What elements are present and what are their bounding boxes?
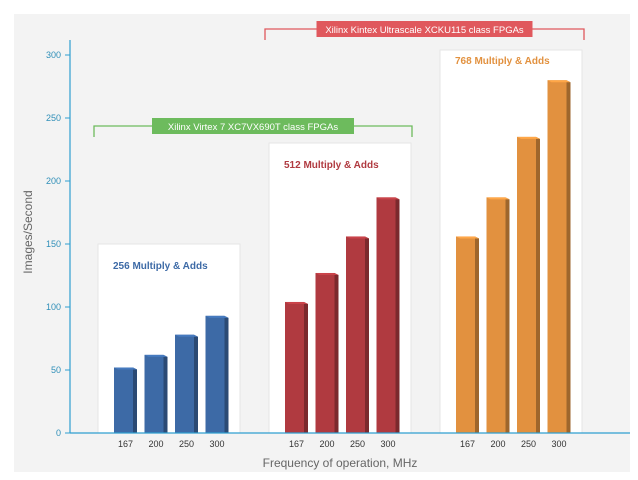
bar-side	[475, 236, 479, 433]
x-tick-label: 200	[148, 439, 163, 449]
bar-side	[334, 272, 339, 433]
bracket-label-box	[316, 21, 533, 37]
bracket-label: Xilinx Kintex Ultrascale XCKU115 class F…	[325, 25, 524, 36]
bar-top	[144, 354, 168, 357]
bar	[456, 236, 475, 433]
y-tick-label: 150	[46, 239, 61, 249]
brackets: Xilinx Virtex 7 XC7VX690T class FPGAs Xil…	[93, 21, 585, 137]
x-tick-label: 300	[551, 439, 566, 449]
bracket-label: Xilinx Virtex 7 XC7VX690T class FPGAs	[168, 122, 338, 133]
group-label: 256 Multiply & Adds	[113, 261, 208, 272]
bar-top	[517, 136, 540, 139]
y-axis-title: Images/Second	[21, 190, 35, 273]
bar-top	[285, 301, 308, 304]
group-label: 512 Multiply & Adds	[284, 160, 379, 171]
x-tick-label: 167	[118, 439, 133, 449]
x-tick-label: 200	[490, 439, 505, 449]
x-axis-title: Frequency of operation, MHz	[263, 456, 418, 470]
y-tick-label: 300	[46, 50, 61, 60]
y-tick-label: 0	[56, 428, 61, 438]
group-label: 768 Multiply & Adds	[455, 56, 550, 67]
bar-side	[566, 80, 571, 433]
bar	[144, 354, 164, 433]
bar-top	[205, 315, 229, 318]
bar	[315, 272, 335, 433]
bar-top	[547, 80, 571, 83]
bar	[175, 334, 194, 433]
y-tick-label: 200	[46, 176, 61, 186]
x-tick-label: 250	[179, 439, 194, 449]
bar	[517, 136, 536, 433]
axes: 0 50 100 150 200 250 300 167 200 250 300 167 200 250 3…	[46, 40, 630, 449]
bar	[346, 236, 365, 433]
bar-side	[194, 334, 198, 433]
bar-side	[365, 236, 369, 433]
bar-side	[304, 301, 308, 433]
x-tick-label: 300	[380, 439, 395, 449]
x-tick-label: 250	[521, 439, 536, 449]
bar-side	[505, 197, 510, 433]
x-tick-label: 167	[289, 439, 304, 449]
bar-side	[536, 136, 540, 433]
bar-top	[346, 236, 369, 239]
bar-top	[315, 272, 339, 275]
y-tick-label: 50	[51, 365, 61, 375]
x-tick-label: 300	[209, 439, 224, 449]
bar-top	[175, 334, 198, 337]
bar-top	[114, 367, 137, 370]
bar	[285, 301, 304, 433]
bar	[376, 197, 396, 433]
bar	[486, 197, 506, 433]
bar-side	[163, 354, 168, 433]
x-tick-label: 167	[460, 439, 475, 449]
bars	[114, 80, 571, 433]
bar	[547, 80, 567, 433]
bar	[114, 367, 133, 433]
y-tick-label: 250	[46, 113, 61, 123]
x-tick-label: 250	[350, 439, 365, 449]
bracket-label-box	[152, 118, 354, 134]
bar-top	[486, 197, 510, 200]
bar-top	[456, 236, 479, 239]
bar-top	[376, 197, 400, 200]
bar-side	[224, 315, 229, 433]
bar	[205, 315, 225, 433]
bar-side	[395, 197, 400, 433]
bar-side	[133, 367, 137, 433]
y-tick-label: 100	[46, 302, 61, 312]
x-tick-label: 200	[319, 439, 334, 449]
